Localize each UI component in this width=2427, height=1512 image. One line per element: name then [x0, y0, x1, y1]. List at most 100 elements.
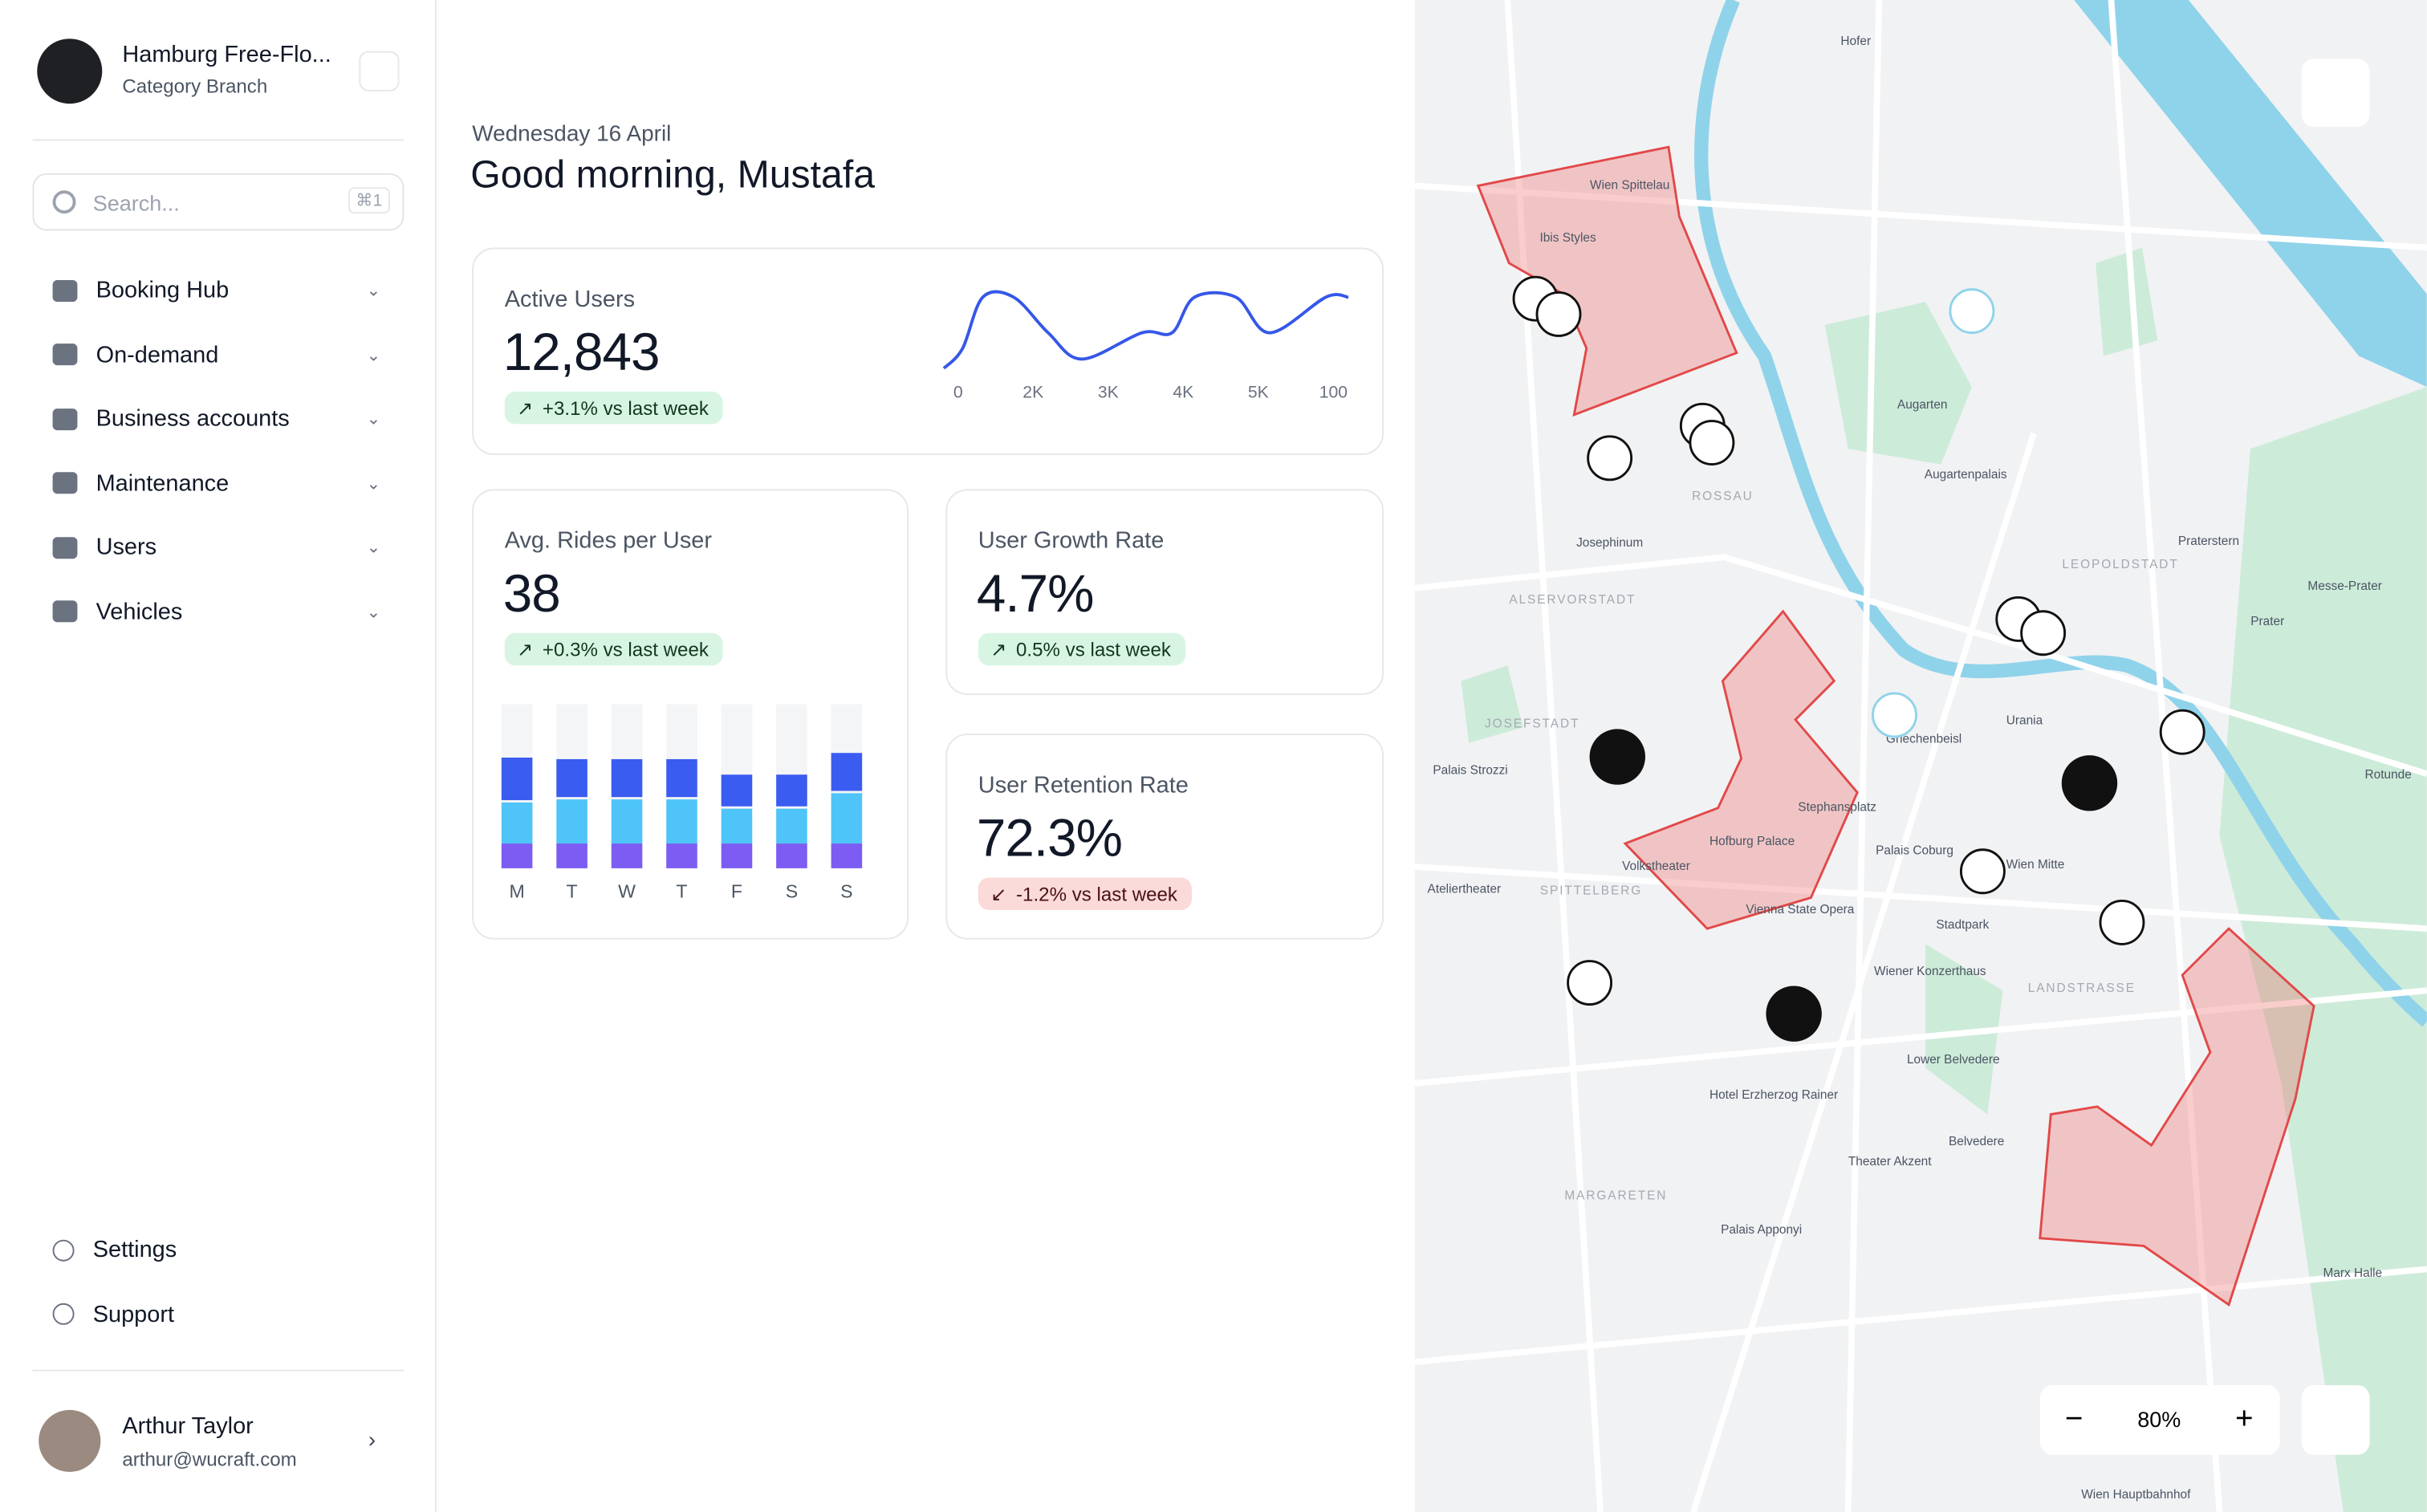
roads	[1414, 0, 2427, 1512]
nav-item[interactable]: Support	[52, 1300, 175, 1327]
bar-segment	[611, 799, 643, 844]
parks	[1461, 247, 2427, 1512]
bar-segment	[556, 799, 587, 844]
bar-segment	[666, 843, 697, 868]
nav-label: On-demand	[96, 341, 219, 368]
bar-segment	[831, 793, 863, 844]
x-tick-label: 3K	[1098, 384, 1119, 402]
user-email: arthur@wucraft.com	[122, 1449, 297, 1471]
sidebar: Hamburg Free-Flo... Category Branch Sear…	[0, 0, 437, 1512]
map-label: Augarten	[1897, 398, 1948, 412]
map-label: Wiener Konzerthaus	[1874, 965, 1986, 978]
stat-card: User Growth Rate 4.7% ↗ 0.5% vs last week	[945, 489, 1384, 695]
org-subtitle: Category Branch	[122, 75, 268, 98]
chevron: ⌄	[366, 346, 381, 365]
map-label: Josephinum	[1576, 536, 1643, 550]
card-value: 12,843	[502, 323, 661, 383]
search[interactable]: Search... ⌘1	[32, 173, 404, 231]
divider	[32, 139, 404, 141]
chevron: ⌄	[366, 281, 381, 301]
map-label: Stadtpark	[1936, 918, 1989, 932]
x-tick-label: 0	[953, 384, 963, 402]
trend-icon: ↗	[517, 639, 534, 661]
bar-segment	[556, 843, 587, 868]
nav-icon	[52, 1303, 75, 1325]
district-label: LANDSTRASSE	[2028, 982, 2136, 995]
search-shortcut: ⌘1	[348, 187, 390, 214]
bar-segment	[611, 758, 643, 798]
nav-item[interactable]: Settings	[52, 1236, 177, 1263]
nav-icon	[52, 472, 78, 494]
zones	[1476, 145, 2315, 1307]
bar-segment	[721, 774, 753, 807]
change-badge: ↗ +3.1% vs last week	[504, 391, 723, 425]
change-badge: ↗ 0.5% vs last week	[978, 632, 1185, 666]
filter-button[interactable]	[2301, 59, 2370, 128]
nav-item[interactable]: Maintenance ⌄	[52, 469, 381, 496]
district-label: JOSEFSTADT	[1485, 717, 1579, 730]
greeting: Good morning, Mustafa	[470, 152, 876, 197]
district-label: LEOPOLDSTADT	[2062, 558, 2178, 571]
chevron: ⌄	[366, 603, 381, 622]
x-tick-label: M	[509, 881, 524, 902]
nav-item[interactable]: Users ⌄	[52, 534, 381, 561]
nav-label: Users	[96, 534, 157, 561]
chevron[interactable]: ›	[368, 1427, 376, 1452]
card-value: 38	[502, 564, 561, 624]
map-label: Lower Belvedere	[1907, 1053, 2000, 1067]
nav-label: Support	[92, 1300, 175, 1327]
x-tick-label: S	[840, 881, 852, 902]
nav-item[interactable]: Business accounts ⌄	[52, 405, 380, 432]
change-text: +0.3% vs last week	[542, 639, 709, 661]
chevron: ⌄	[366, 539, 381, 558]
org-switch[interactable]	[359, 51, 400, 91]
map-label: Marx Halle	[2323, 1266, 2383, 1280]
danube	[2074, 0, 2427, 388]
nav-item[interactable]: Vehicles ⌄	[52, 598, 381, 625]
nav-icon	[52, 1238, 75, 1261]
nav-label: Settings	[92, 1236, 177, 1263]
bar-segment	[666, 799, 697, 844]
avatar	[39, 1409, 101, 1473]
map-label: Praterstern	[2178, 534, 2239, 548]
x-tick-label: S	[786, 881, 798, 902]
divider	[32, 1369, 404, 1372]
map-label: Griechenbeisl	[1886, 733, 1962, 746]
bar-segment	[776, 843, 807, 868]
bar-segment	[501, 758, 533, 801]
bar-segment	[501, 802, 533, 844]
expand-button[interactable]	[2301, 1385, 2370, 1455]
user-name[interactable]: Arthur Taylor	[122, 1412, 254, 1440]
trend-icon: ↗	[990, 639, 1007, 661]
nav-item[interactable]: Booking Hub ⌄	[52, 277, 381, 303]
map-label: Palais Coburg	[1876, 844, 1953, 858]
chevron: ⌄	[366, 474, 381, 494]
nav-icon	[52, 408, 78, 430]
bar-segment	[556, 758, 587, 798]
zoom-out[interactable]: −	[2065, 1401, 2083, 1436]
bar-segment	[721, 808, 753, 844]
nav-label: Vehicles	[96, 598, 183, 625]
map-label: Rotunde	[2365, 768, 2412, 782]
map-label: Belvedere	[1949, 1135, 2004, 1148]
x-tick-label: 5K	[1248, 384, 1269, 402]
trend-icon: ↙	[990, 884, 1007, 906]
nav-label: Booking Hub	[96, 277, 230, 303]
district-label: MARGARETEN	[1564, 1189, 1667, 1203]
map-label: Augartenpalais	[1925, 468, 2007, 482]
change-text: +3.1% vs last week	[542, 397, 709, 420]
x-tick-label: W	[618, 881, 636, 902]
map[interactable]: Wien Spittelau Ibis Styles Augarten Augarte…	[1414, 0, 2427, 1512]
nav-item[interactable]: On-demand ⌄	[52, 341, 381, 368]
org-logo	[37, 39, 103, 104]
zoom-control[interactable]	[2039, 1385, 2280, 1455]
card-title: Avg. Rides per User	[504, 527, 713, 555]
markers[interactable]	[1512, 275, 2205, 1042]
map-label: Ateliertheater	[1428, 883, 1502, 896]
x-tick-label: 100	[1319, 384, 1348, 402]
map-label: Theater Akzent	[1848, 1155, 1932, 1169]
org-name[interactable]: Hamburg Free-Flo...	[122, 42, 331, 68]
zoom-in[interactable]: +	[2235, 1401, 2254, 1436]
